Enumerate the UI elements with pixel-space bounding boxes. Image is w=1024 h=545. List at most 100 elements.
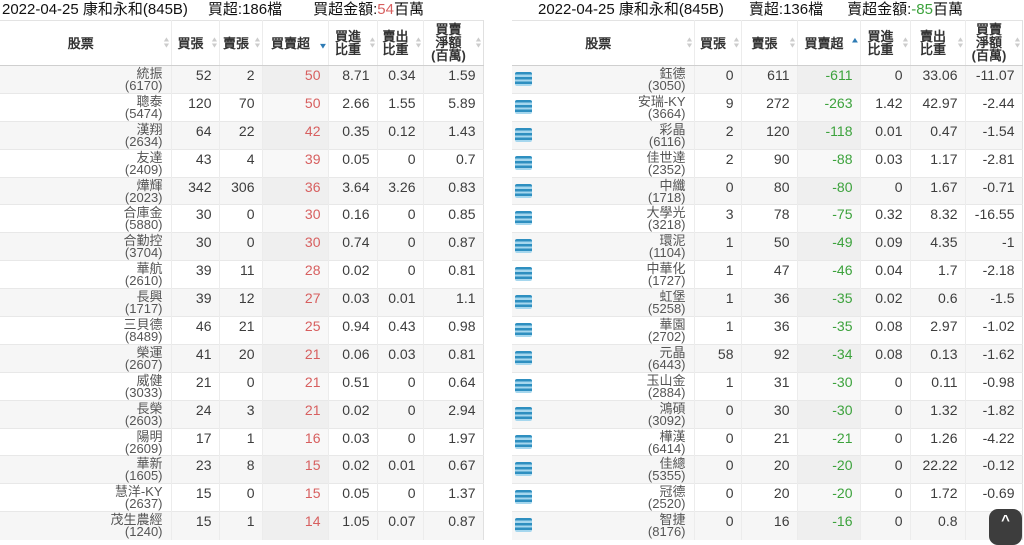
sell-weight-cell: 22.22 <box>909 455 965 484</box>
buy-volume-cell: 1 <box>693 371 741 401</box>
buy-over-panel: 2022-04-25 康和永和(845B) 買超:186檔 買超金額:54百萬 股票… <box>0 0 484 540</box>
buy-weight-cell: 0.35 <box>327 120 377 150</box>
stock-detail-list-icon[interactable] <box>515 127 532 142</box>
table-row: 合勤控 (3704) 30 0 30 0.74 0 0.87 <box>0 232 483 261</box>
buy-weight-cell: 0 <box>859 511 910 540</box>
stock-name: 華園 <box>659 317 686 333</box>
sell-weight-cell: 0 <box>376 371 423 401</box>
stock-detail-list-icon[interactable] <box>515 211 532 226</box>
sell-volume-cell: 20 <box>218 343 262 373</box>
stock-name: 環泥 <box>659 233 686 249</box>
stock-cell: 虹堡 (5258) <box>512 288 694 317</box>
net-volume-cell: -611 <box>796 65 860 94</box>
buy-weight-cell: 0 <box>859 176 910 205</box>
buy-weight-cell: 0.02 <box>327 455 377 484</box>
date-broker-label: 2022-04-25 康和永和(845B) <box>2 1 188 18</box>
net-volume-cell: 27 <box>261 288 328 317</box>
column-header-sell-weight[interactable]: 賣出 比重 ▲ ▼ <box>376 20 423 66</box>
table-row: 佳世達 (2352) 2 90 -88 0.03 1.17 -2.81 <box>512 148 1022 178</box>
column-header-sell-volume[interactable]: 賣張 ▲ ▼ <box>218 20 262 66</box>
stock-cell: 環泥 (1104) <box>512 232 694 261</box>
column-header-stock[interactable]: 股票 ▲ ▼ <box>512 20 694 66</box>
buy-weight-cell: 0.01 <box>859 120 910 150</box>
column-header-sell-weight[interactable]: 賣出 比重 ▲ ▼ <box>909 20 965 66</box>
sell-count-label: 賣超:136檔 <box>748 1 824 18</box>
stock-detail-list-icon[interactable] <box>515 350 532 365</box>
column-header-buy-weight[interactable]: 買進 比重 ▲ ▼ <box>327 20 377 66</box>
stock-name: 茂生農經 <box>110 512 163 528</box>
stock-cell: 三貝德 (8489) <box>0 316 171 345</box>
stock-code: (6116) <box>648 133 686 149</box>
date-broker-label: 2022-04-25 康和永和(845B) <box>538 1 724 18</box>
table-row: 環泥 (1104) 1 50 -49 0.09 4.35 -1 <box>512 232 1022 261</box>
stock-detail-list-icon[interactable] <box>515 239 532 254</box>
sell-weight-cell: 0 <box>376 427 423 456</box>
column-label: 股票 <box>67 35 94 51</box>
stock-name: 漢翔 <box>136 121 163 137</box>
sell-weight-cell: 1.72 <box>909 483 965 512</box>
stock-detail-list-icon[interactable] <box>515 267 532 282</box>
stock-name: 中華化 <box>646 261 686 277</box>
sell-volume-cell: 80 <box>740 176 797 205</box>
column-header-buy-volume[interactable]: 買張 ▲ ▼ <box>693 20 741 66</box>
header-row: 股票▲▼買張▲▼賣張▲▼買賣超▲▼買進 比重▲▼賣出 比重▲▼買賣 淨額 (百萬… <box>0 20 483 66</box>
buy-volume-cell: 46 <box>170 316 219 345</box>
stock-detail-list-icon[interactable] <box>515 323 532 338</box>
net-amount-cell: 2.94 <box>422 399 483 429</box>
net-amount-cell: -0.12 <box>964 455 1022 484</box>
stock-code: (2603) <box>124 412 163 428</box>
stock-detail-list-icon[interactable] <box>515 406 532 421</box>
stock-cell: 慧洋-KY (2637) <box>0 483 171 512</box>
stock-code: (3092) <box>647 412 686 428</box>
buy-weight-cell: 0.16 <box>327 204 377 233</box>
stock-detail-list-icon[interactable] <box>515 72 532 86</box>
column-header-sell-volume[interactable]: 賣張 ▲ ▼ <box>740 20 797 66</box>
column-header-net-volume[interactable]: 買賣超 ▲▼ <box>796 20 860 66</box>
table-row: 陽明 (2609) 17 1 16 0.03 0 1.97 <box>0 427 483 456</box>
sell-volume-cell: 0 <box>218 483 262 512</box>
buy-volume-cell: 2 <box>693 120 741 150</box>
net-amount-cell: -16.55 <box>964 204 1022 233</box>
stock-cell: 元晶 (6443) <box>512 343 694 373</box>
table-row: 合庫金 (5880) 30 0 30 0.16 0 0.85 <box>0 204 483 233</box>
stock-name: 三貝德 <box>123 317 163 333</box>
stock-detail-list-icon[interactable] <box>515 378 532 393</box>
buy-weight-cell: 0 <box>859 371 910 401</box>
column-header-buy-volume[interactable]: 買張 ▲ ▼ <box>170 20 219 66</box>
stock-name: 中纖 <box>659 177 686 193</box>
stock-cell: 鴻碩 (3092) <box>512 399 694 429</box>
stock-code: (5880) <box>124 217 163 233</box>
stock-detail-list-icon[interactable] <box>515 434 532 449</box>
stock-detail-list-icon[interactable] <box>515 155 532 170</box>
net-amount-cell: -0.69 <box>964 483 1022 512</box>
net-volume-cell: 15 <box>261 455 328 484</box>
column-header-stock[interactable]: 股票 ▲ ▼ <box>0 20 171 66</box>
sort-carets-icon: ▲▼ <box>731 36 741 49</box>
table-row: 玉山金 (2884) 1 31 -30 0 0.11 -0.98 <box>512 371 1022 401</box>
column-header-net-volume[interactable]: 買賣超 ▲▼ <box>261 20 328 66</box>
stock-code: (6170) <box>124 78 163 93</box>
sell-weight-cell: 0.07 <box>376 511 423 540</box>
table-row: 長榮 (2603) 24 3 21 0.02 0 2.94 <box>0 399 483 429</box>
net-amount-cell: -1 <box>964 232 1022 261</box>
stock-code: (5355) <box>647 468 686 484</box>
stock-detail-list-icon[interactable] <box>515 462 532 477</box>
net-amount-cell: 0.67 <box>422 455 483 484</box>
stock-code: (3050) <box>647 78 686 93</box>
scroll-to-top-button[interactable]: ^ <box>989 509 1022 545</box>
stock-name: 陽明 <box>136 428 163 444</box>
stock-detail-list-icon[interactable] <box>515 490 532 505</box>
column-header-net-amount[interactable]: 買賣 淨額 (百萬) ▲ ▼ <box>964 20 1022 66</box>
buy-weight-cell: 0.51 <box>327 371 377 401</box>
buy-volume-cell: 3 <box>693 204 741 233</box>
stock-detail-list-icon[interactable] <box>515 99 532 114</box>
column-header-net-amount[interactable]: 買賣 淨額 (百萬) ▲ ▼ <box>422 20 483 66</box>
sell-amount-label: 賣超金額:-85百萬 <box>847 1 963 18</box>
stock-detail-list-icon[interactable] <box>515 183 532 198</box>
stock-detail-list-icon[interactable] <box>515 518 532 533</box>
column-header-buy-weight[interactable]: 買進 比重 ▲ ▼ <box>859 20 910 66</box>
buy-volume-cell: 64 <box>170 120 219 150</box>
sell-volume-cell: 11 <box>218 260 262 289</box>
net-amount-cell: -0.98 <box>964 371 1022 401</box>
stock-detail-list-icon[interactable] <box>515 295 532 310</box>
